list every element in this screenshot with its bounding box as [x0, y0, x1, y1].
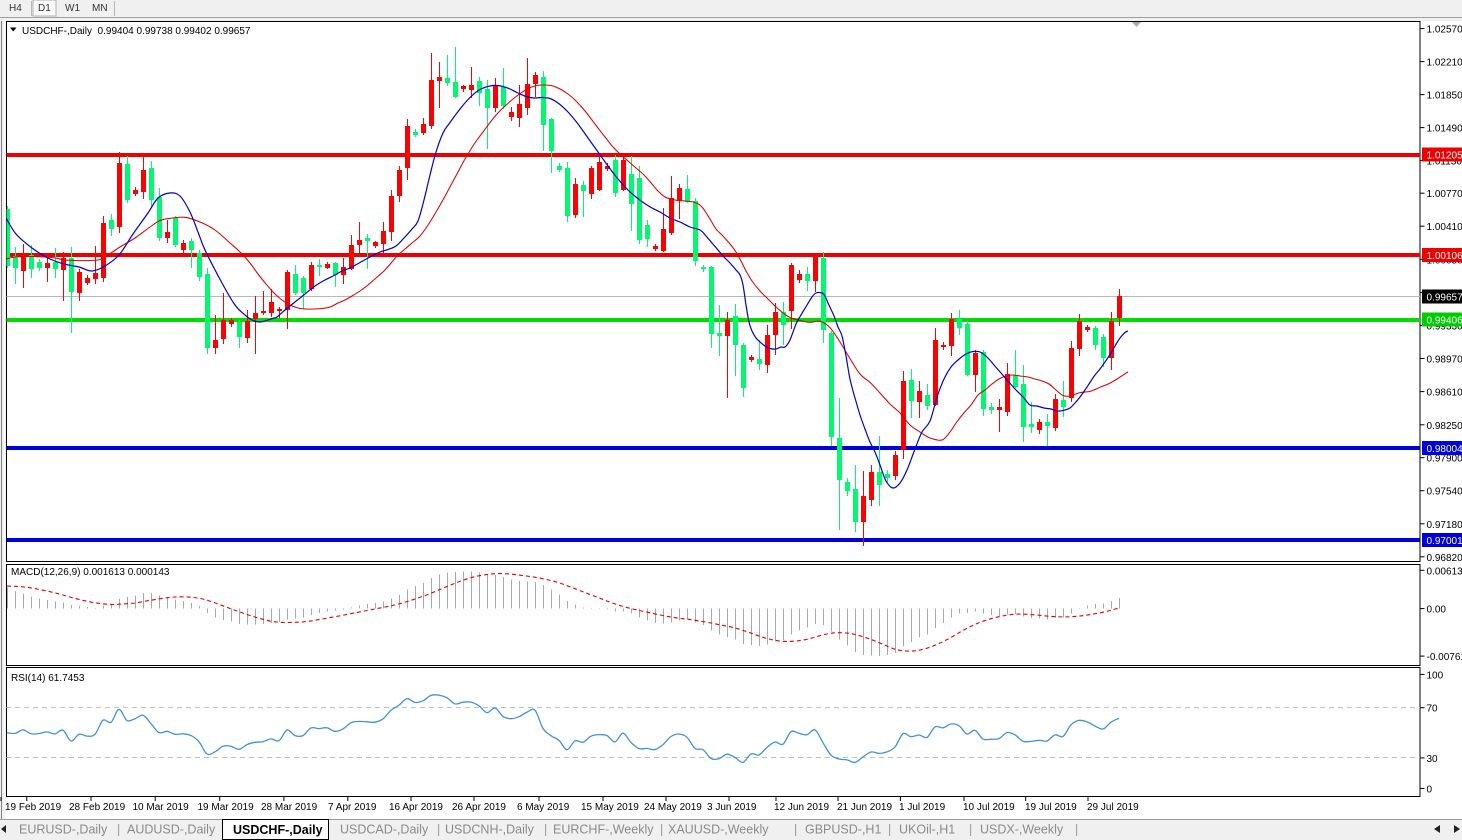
svg-text:1.00410: 1.00410 — [1427, 222, 1462, 233]
svg-text:0.97180: 0.97180 — [1427, 520, 1462, 531]
svg-text:USDCAD-,Daily: USDCAD-,Daily — [340, 823, 429, 837]
svg-text:UKOil-,H1: UKOil-,H1 — [899, 823, 955, 837]
svg-text:MACD(12,26,9) 0.001613 0.00014: MACD(12,26,9) 0.001613 0.000143 — [11, 567, 170, 578]
svg-text:0.00: 0.00 — [1427, 605, 1447, 616]
svg-text:0.99330: 0.99330 — [1427, 322, 1462, 333]
svg-text:6 May 2019: 6 May 2019 — [517, 802, 570, 813]
svg-text:10 Mar 2019: 10 Mar 2019 — [133, 802, 190, 813]
svg-text:1.02570: 1.02570 — [1427, 25, 1462, 36]
svg-text:16 Apr 2019: 16 Apr 2019 — [389, 802, 443, 813]
svg-text:|: | — [660, 823, 663, 837]
svg-text:0.99657: 0.99657 — [1427, 293, 1462, 304]
svg-text:0.97001: 0.97001 — [1427, 536, 1462, 547]
svg-text:0.98004: 0.98004 — [1427, 444, 1462, 455]
svg-text:0.00613: 0.00613 — [1427, 566, 1462, 577]
svg-text:0.97900: 0.97900 — [1427, 454, 1462, 465]
svg-text:24 May 2019: 24 May 2019 — [644, 802, 702, 813]
svg-text:EURUSD-,Daily: EURUSD-,Daily — [19, 823, 108, 837]
svg-text:EURCHF-,Weekly: EURCHF-,Weekly — [553, 823, 654, 837]
svg-text:21 Jun 2019: 21 Jun 2019 — [837, 802, 892, 813]
svg-text:7 Apr 2019: 7 Apr 2019 — [328, 802, 377, 813]
svg-text:19 Mar 2019: 19 Mar 2019 — [198, 802, 255, 813]
svg-text:MN: MN — [92, 3, 108, 14]
svg-text:0.98250: 0.98250 — [1427, 421, 1462, 432]
svg-text:USDX-,Weekly: USDX-,Weekly — [980, 823, 1064, 837]
svg-text:XAUUSD-,Weekly: XAUUSD-,Weekly — [668, 823, 769, 837]
svg-text:H4: H4 — [9, 3, 22, 14]
svg-text:1.00106: 1.00106 — [1427, 251, 1462, 262]
svg-text:10 Jul 2019: 10 Jul 2019 — [963, 802, 1015, 813]
svg-text:0: 0 — [1427, 784, 1433, 795]
svg-text:USDCNH-,Daily: USDCNH-,Daily — [445, 823, 535, 837]
svg-text:3 Jun 2019: 3 Jun 2019 — [707, 802, 757, 813]
svg-text:0.98970: 0.98970 — [1427, 355, 1462, 366]
svg-text:28 Mar 2019: 28 Mar 2019 — [261, 802, 318, 813]
svg-text:RSI(14) 61.7453: RSI(14) 61.7453 — [11, 673, 85, 684]
svg-text:USDCHF-,Daily: USDCHF-,Daily — [233, 823, 323, 837]
svg-text:26 Apr 2019: 26 Apr 2019 — [452, 802, 506, 813]
svg-text:|: | — [794, 823, 797, 837]
svg-text:AUDUSD-,Daily: AUDUSD-,Daily — [127, 823, 216, 837]
svg-text:|: | — [969, 823, 972, 837]
svg-text:19 Feb 2019: 19 Feb 2019 — [5, 802, 62, 813]
svg-text:0.99406: 0.99406 — [1427, 316, 1462, 327]
svg-text:29 Jul 2019: 29 Jul 2019 — [1087, 802, 1139, 813]
svg-text:|: | — [1075, 823, 1078, 837]
svg-text:12 Jun 2019: 12 Jun 2019 — [774, 802, 829, 813]
svg-text:1.01130: 1.01130 — [1427, 156, 1462, 167]
svg-text:|: | — [544, 823, 547, 837]
svg-text:15 May 2019: 15 May 2019 — [581, 802, 639, 813]
svg-text:1 Jul 2019: 1 Jul 2019 — [899, 802, 946, 813]
svg-text:|: | — [437, 823, 440, 837]
svg-text:1.01490: 1.01490 — [1427, 124, 1462, 135]
svg-text:70: 70 — [1427, 704, 1439, 715]
svg-text:30: 30 — [1427, 754, 1439, 765]
svg-text:D1: D1 — [38, 3, 51, 14]
svg-text:100: 100 — [1427, 670, 1444, 681]
svg-text:|: | — [117, 823, 120, 837]
svg-text:0.98610: 0.98610 — [1427, 388, 1462, 399]
svg-text:1.01850: 1.01850 — [1427, 91, 1462, 102]
svg-text:0.96820: 0.96820 — [1427, 553, 1462, 564]
svg-text:GBPUSD-,H1: GBPUSD-,H1 — [805, 823, 881, 837]
svg-text:1.01205: 1.01205 — [1427, 151, 1462, 162]
svg-text:|: | — [888, 823, 891, 837]
svg-text:19 Jul 2019: 19 Jul 2019 — [1025, 802, 1077, 813]
svg-text:W1: W1 — [65, 3, 80, 14]
svg-text:0.97540: 0.97540 — [1427, 487, 1462, 498]
svg-text:1.02210: 1.02210 — [1427, 58, 1462, 69]
svg-text:1.00770: 1.00770 — [1427, 189, 1462, 200]
svg-text:28 Feb 2019: 28 Feb 2019 — [69, 802, 126, 813]
svg-text:USDCHF-,Daily 0.99404 0.99738: USDCHF-,Daily 0.99404 0.99738 0.99402 0.… — [22, 26, 251, 37]
